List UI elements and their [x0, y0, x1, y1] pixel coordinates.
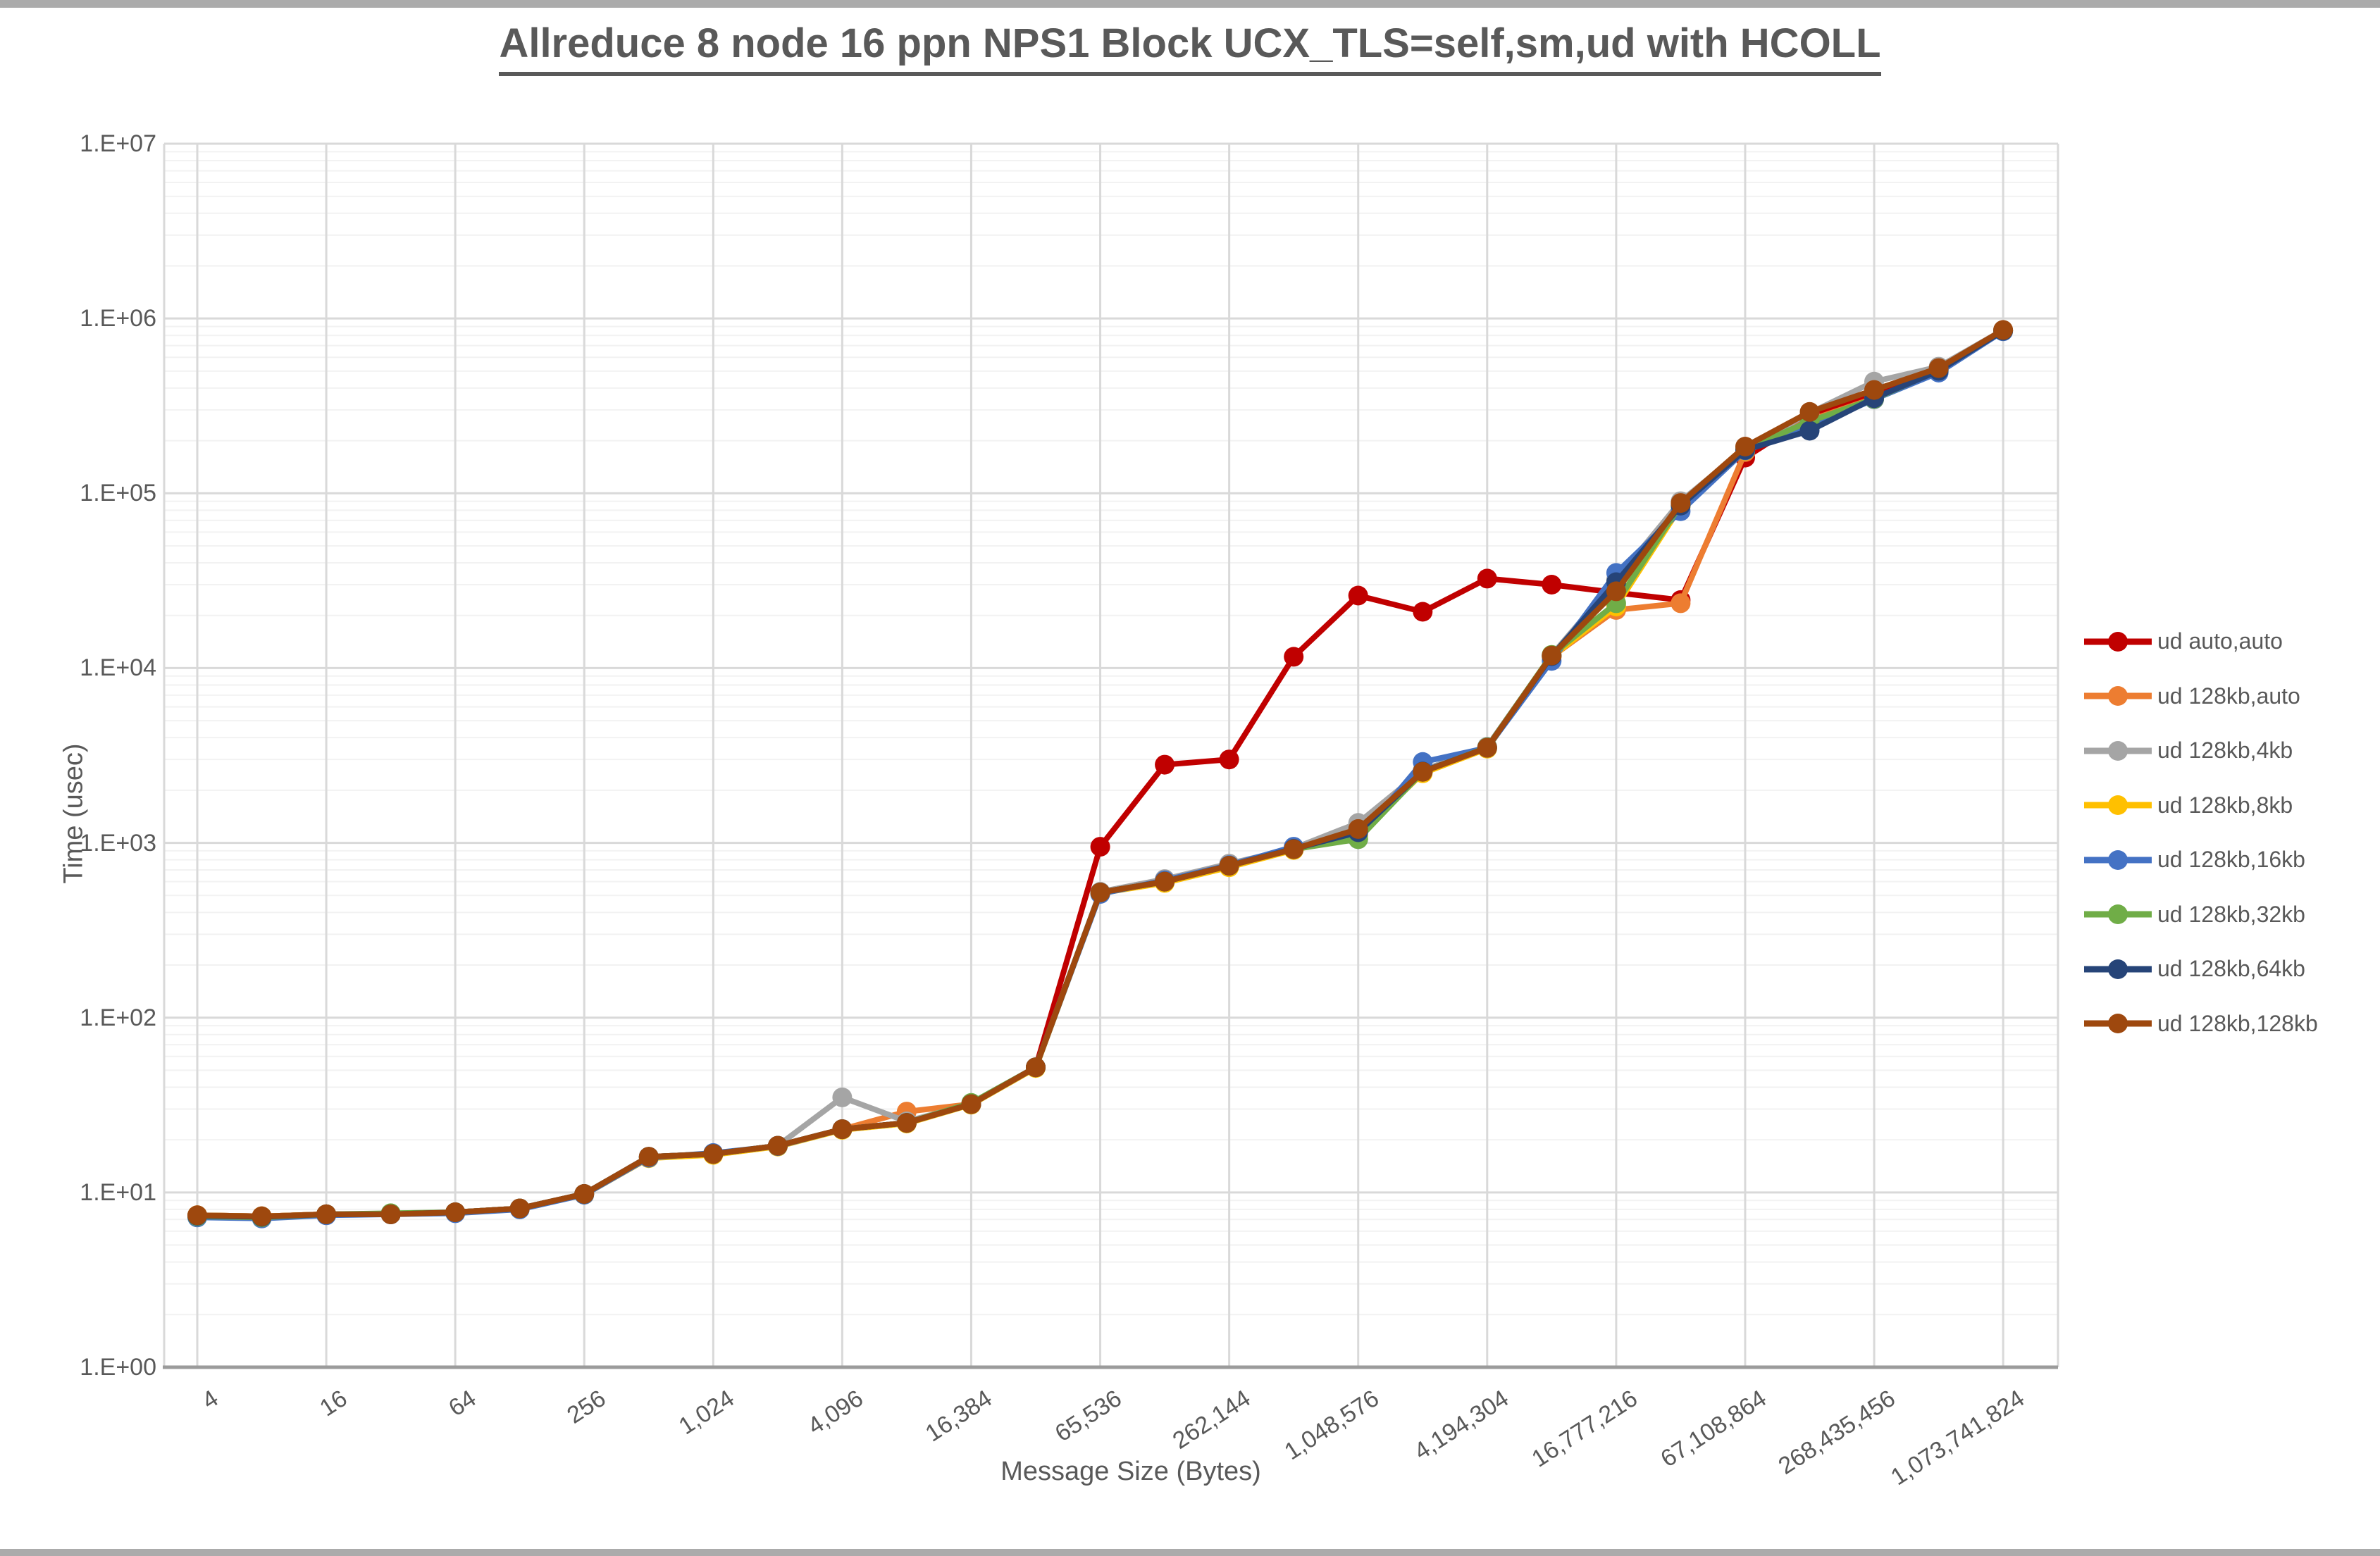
- data-point-marker: [187, 1205, 207, 1226]
- data-point-marker: [1606, 581, 1626, 602]
- data-point-marker: [1284, 647, 1304, 667]
- legend-label: ud 128kb,128kb: [2157, 1010, 2318, 1036]
- y-tick-label: 1.E+03: [80, 829, 156, 857]
- y-tick-label: 1.E+04: [80, 654, 156, 682]
- data-point-marker: [1928, 358, 1949, 378]
- legend-marker-icon: [2084, 795, 2152, 816]
- data-point-marker: [509, 1198, 530, 1219]
- data-point-marker: [1026, 1057, 1046, 1078]
- chart-legend: ud auto,auto ud 128kb,auto ud 128kb,4kb ud …: [2083, 614, 2318, 1051]
- y-tick-label: 1.E+02: [80, 1004, 156, 1031]
- data-point-marker: [1413, 602, 1433, 622]
- data-point-marker: [316, 1204, 337, 1224]
- legend-marker-icon: [2084, 740, 2152, 761]
- data-point-marker: [574, 1184, 595, 1204]
- legend-label: ud 128kb,4kb: [2157, 737, 2293, 764]
- window-bottom-edge: [0, 1549, 2380, 1556]
- legend-marker-icon: [2084, 686, 2152, 707]
- data-point-marker: [1090, 837, 1110, 857]
- data-point-marker: [1348, 585, 1368, 606]
- data-point-marker: [1864, 380, 1884, 400]
- legend-marker-icon: [2084, 959, 2152, 979]
- data-point-marker: [1284, 839, 1304, 859]
- data-point-marker: [1542, 645, 1562, 666]
- legend-label: ud 128kb,auto: [2157, 683, 2300, 709]
- legend-label: ud 128kb,64kb: [2157, 956, 2305, 982]
- data-point-marker: [1477, 737, 1497, 758]
- legend-item[interactable]: ud 128kb,16kb: [2083, 833, 2318, 888]
- data-point-marker: [1993, 320, 2014, 340]
- legend-item[interactable]: ud 128kb,auto: [2083, 669, 2318, 724]
- data-point-marker: [703, 1144, 724, 1164]
- data-point-marker: [1799, 421, 1820, 441]
- x-axis-title: Message Size (Bytes): [1000, 1457, 1261, 1486]
- legend-item[interactable]: ud 128kb,128kb: [2083, 997, 2318, 1052]
- data-point-marker: [1413, 761, 1433, 782]
- data-point-marker: [896, 1113, 917, 1133]
- data-point-marker: [1155, 871, 1175, 892]
- legend-marker-icon: [2084, 631, 2152, 652]
- data-point-marker: [767, 1135, 788, 1156]
- y-tick-label: 1.E+01: [80, 1178, 156, 1206]
- data-point-marker: [1542, 575, 1562, 595]
- data-point-marker: [1671, 593, 1691, 614]
- legend-label: ud 128kb,16kb: [2157, 847, 2305, 873]
- legend-item[interactable]: ud 128kb,4kb: [2083, 723, 2318, 778]
- legend-marker-icon: [2084, 1014, 2152, 1034]
- data-point-marker: [638, 1147, 659, 1167]
- legend-label: ud auto,auto: [2157, 628, 2283, 654]
- legend-item[interactable]: ud 128kb,32kb: [2083, 888, 2318, 942]
- data-point-marker: [445, 1202, 466, 1222]
- data-point-marker: [252, 1206, 272, 1226]
- data-point-marker: [1799, 402, 1820, 422]
- data-point-marker: [1219, 749, 1239, 770]
- y-tick-label: 1.E+05: [80, 480, 156, 507]
- y-tick-label: 1.E+07: [80, 130, 156, 157]
- y-tick-label: 1.E+06: [80, 305, 156, 332]
- legend-label: ud 128kb,8kb: [2157, 792, 2293, 818]
- data-point-marker: [961, 1094, 981, 1114]
- legend-item[interactable]: ud auto,auto: [2083, 614, 2318, 669]
- y-tick-label: 1.E+00: [80, 1354, 156, 1381]
- legend-item[interactable]: ud 128kb,64kb: [2083, 942, 2318, 997]
- data-point-marker: [1090, 883, 1110, 902]
- legend-marker-icon: [2084, 904, 2152, 925]
- data-point-marker: [1348, 819, 1368, 839]
- chart-title: Allreduce 8 node 16 ppn NPS1 Block UCX_T…: [0, 20, 2380, 76]
- data-point-marker: [1477, 568, 1497, 589]
- data-point-marker: [1219, 856, 1239, 876]
- data-point-marker: [832, 1119, 853, 1140]
- data-point-marker: [1671, 493, 1691, 514]
- data-point-marker: [1155, 754, 1175, 775]
- y-axis-title: Time (usec): [58, 743, 89, 884]
- legend-item[interactable]: ud 128kb,8kb: [2083, 778, 2318, 833]
- data-point-marker: [380, 1204, 401, 1224]
- data-point-marker: [832, 1087, 853, 1107]
- legend-marker-icon: [2084, 849, 2152, 870]
- data-point-marker: [1735, 437, 1755, 456]
- legend-label: ud 128kb,32kb: [2157, 901, 2305, 927]
- window-top-edge: [0, 0, 2380, 8]
